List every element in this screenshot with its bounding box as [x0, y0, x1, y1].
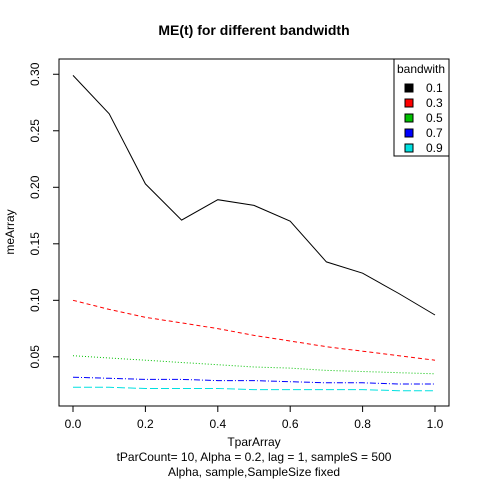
y-tick-label: 0.30	[28, 62, 42, 86]
x-tick-label: 0.0	[65, 417, 82, 431]
chart-title: ME(t) for different bandwidth	[158, 22, 349, 38]
y-tick-label: 0.15	[28, 232, 42, 256]
subtitle-line-2: Alpha, sample,SampleSize fixed	[168, 465, 340, 479]
legend-entry-label: 0.7	[426, 126, 443, 140]
legend-entry-label: 0.3	[426, 96, 443, 110]
legend-swatch	[405, 99, 413, 107]
legend-entry-label: 0.1	[426, 81, 443, 95]
x-tick-label: 1.0	[427, 417, 444, 431]
legend-swatch	[405, 114, 413, 122]
y-tick-label: 0.20	[28, 175, 42, 199]
y-tick-label: 0.25	[28, 119, 42, 143]
legend-title: bandwith	[397, 62, 445, 76]
legend-swatch	[405, 144, 413, 152]
legend-entry-label: 0.9	[426, 141, 443, 155]
y-axis-label: meArray	[3, 209, 17, 254]
x-tick-label: 0.4	[209, 417, 226, 431]
x-tick-label: 0.2	[137, 417, 154, 431]
y-tick-label: 0.10	[28, 288, 42, 312]
legend-swatch	[405, 129, 413, 137]
legend-entry-label: 0.5	[426, 111, 443, 125]
x-tick-label: 0.6	[282, 417, 299, 431]
legend-swatch	[405, 84, 413, 92]
y-tick-label: 0.05	[28, 345, 42, 369]
subtitle-line-1: tParCount= 10, Alpha = 0.2, lag = 1, sam…	[117, 450, 392, 464]
x-tick-label: 0.8	[354, 417, 371, 431]
x-axis-label: TparArray	[227, 435, 280, 449]
legend: bandwith 0.10.30.50.70.9	[394, 59, 449, 156]
